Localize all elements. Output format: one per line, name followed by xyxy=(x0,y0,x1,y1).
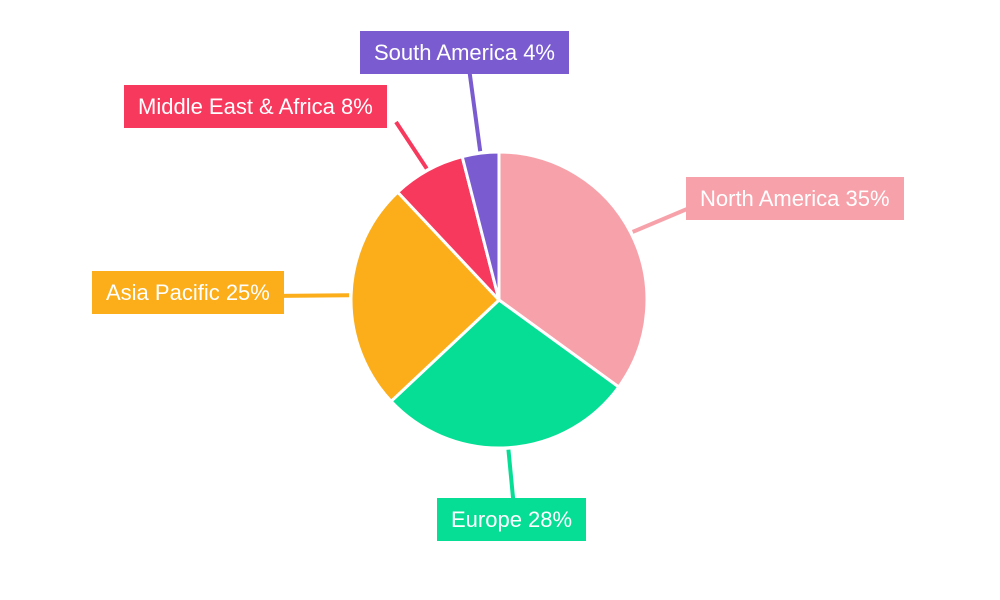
slice-label-europe: Europe 28% xyxy=(437,498,587,541)
pie-slice-south-america[interactable] xyxy=(460,150,501,302)
slice-label-south-america: South America 4% xyxy=(360,31,569,74)
leader-line-south-america xyxy=(467,67,483,152)
slice-label-asia-pacific: Asia Pacific 25% xyxy=(92,271,284,314)
pie-slice-north-america[interactable] xyxy=(497,150,649,389)
pie-slice-asia-pacific[interactable] xyxy=(349,190,501,403)
slice-label-north-america: North America 35% xyxy=(686,177,904,220)
leader-line-middle-east-africa xyxy=(394,120,429,170)
slice-label-middle-east-africa: Middle East & Africa 8% xyxy=(124,85,387,128)
pie-slice-europe[interactable] xyxy=(389,298,621,450)
